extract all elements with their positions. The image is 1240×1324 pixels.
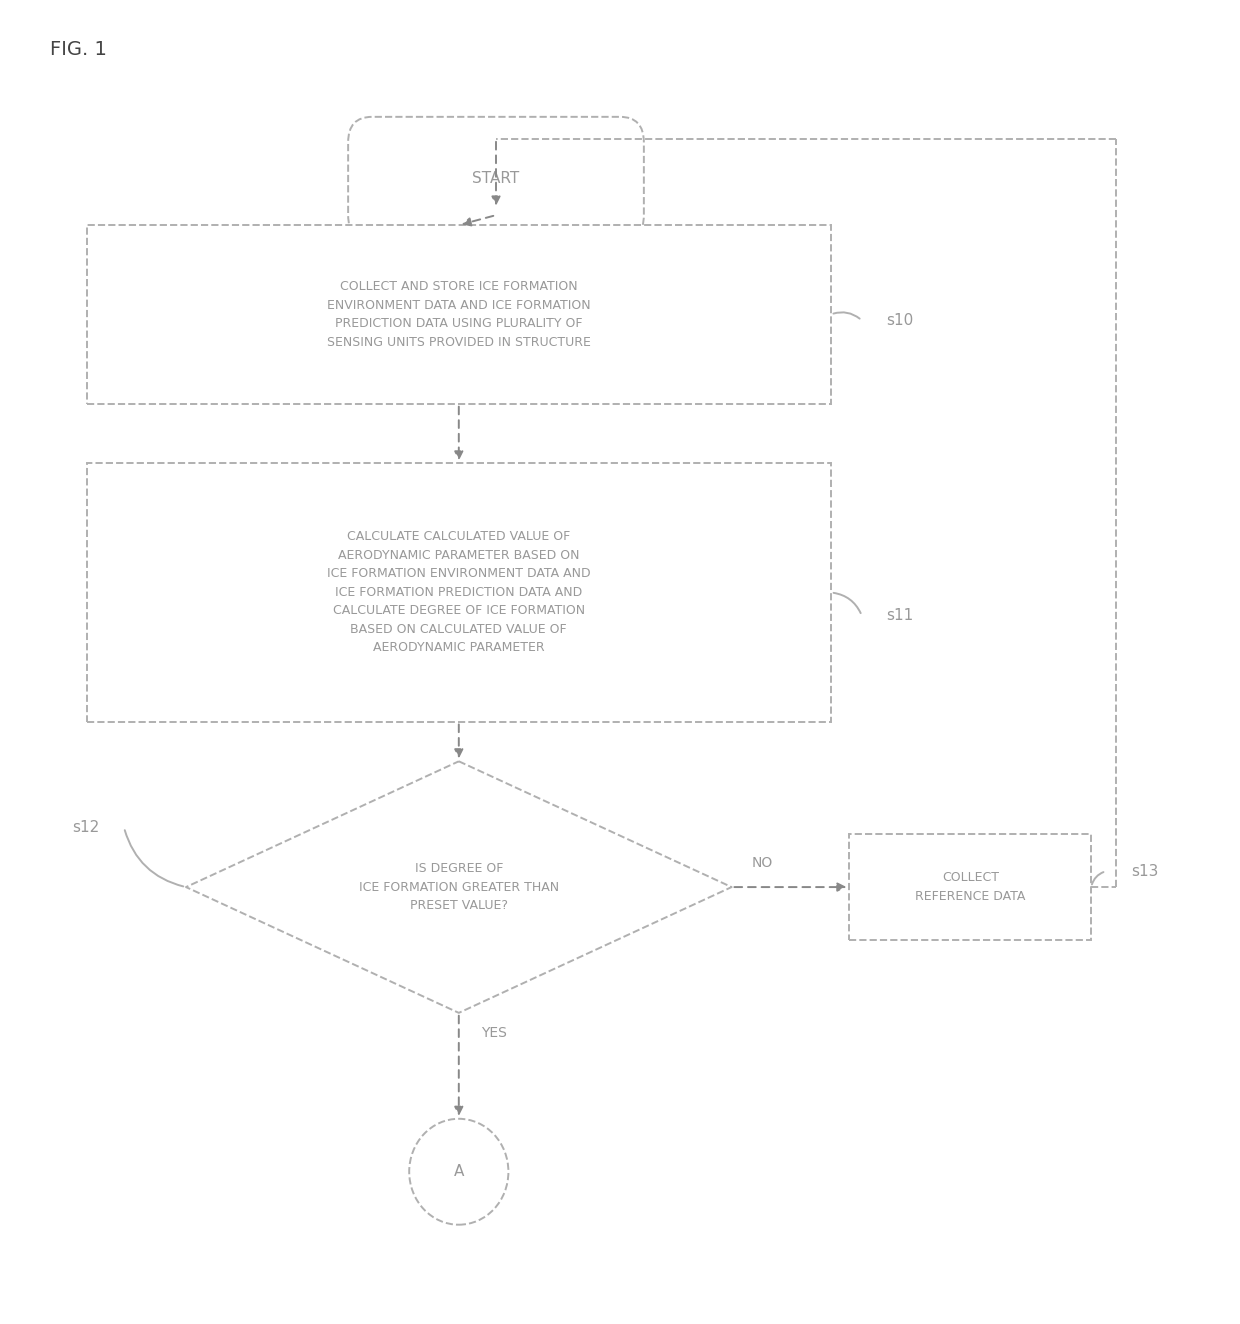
FancyBboxPatch shape [87,225,831,404]
Text: IS DEGREE OF
ICE FORMATION GREATER THAN
PRESET VALUE?: IS DEGREE OF ICE FORMATION GREATER THAN … [358,862,559,912]
Text: s11: s11 [887,608,914,624]
Text: s10: s10 [887,312,914,328]
Text: COLLECT
REFERENCE DATA: COLLECT REFERENCE DATA [915,871,1025,903]
FancyBboxPatch shape [348,117,644,241]
Text: FIG. 1: FIG. 1 [50,40,107,58]
Text: A: A [454,1164,464,1180]
Text: START: START [472,171,520,187]
FancyBboxPatch shape [87,463,831,722]
Text: YES: YES [481,1026,507,1041]
Text: s12: s12 [72,820,99,835]
Text: s13: s13 [1131,863,1158,879]
Text: NO: NO [751,855,774,870]
FancyBboxPatch shape [849,834,1091,940]
Text: COLLECT AND STORE ICE FORMATION
ENVIRONMENT DATA AND ICE FORMATION
PREDICTION DA: COLLECT AND STORE ICE FORMATION ENVIRONM… [327,281,590,348]
Text: CALCULATE CALCULATED VALUE OF
AERODYNAMIC PARAMETER BASED ON
ICE FORMATION ENVIR: CALCULATE CALCULATED VALUE OF AERODYNAMI… [327,531,590,654]
